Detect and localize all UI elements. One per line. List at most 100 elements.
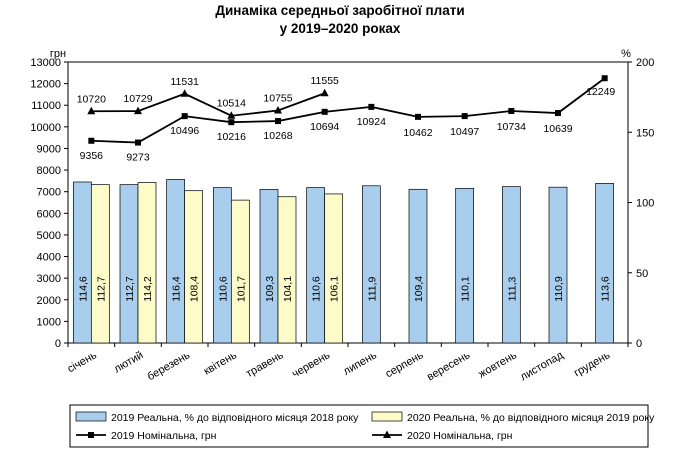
bar-2020 <box>230 199 250 344</box>
point-2020-label: 10514 <box>217 98 246 110</box>
right-axis-unit: % <box>621 48 631 60</box>
bar-2020-label: 112,7 <box>95 276 107 302</box>
category-label: квітень <box>202 349 239 377</box>
legend-label-2019-nominal: 2019 Номінальна, грн <box>111 430 217 442</box>
point-2020-label: 10755 <box>263 93 292 105</box>
bar-2020-label: 101,7 <box>235 276 247 302</box>
point-2019 <box>88 137 95 144</box>
left-tick-label: 7000 <box>37 187 61 199</box>
line-2019 <box>91 77 606 144</box>
bar-2019 <box>166 179 186 344</box>
legend-box <box>69 404 649 448</box>
point-2019-label: 10639 <box>543 123 572 135</box>
left-tick-label: 5000 <box>37 230 61 242</box>
point-2019 <box>601 75 608 82</box>
bar-2019 <box>212 187 232 344</box>
point-2019-label: 10462 <box>403 127 432 139</box>
bar-2020-label: 114,2 <box>142 276 154 302</box>
legend-label-2020-real: 2020 Реальна, % до відповідного місяця 2… <box>407 412 655 424</box>
point-2019 <box>181 113 188 120</box>
bar-2019-label: 109,3 <box>264 276 276 302</box>
x-axis: січень лютий березень квітень травень червень… <box>65 343 629 383</box>
category-label: травень <box>244 349 286 380</box>
point-2020 <box>227 111 236 119</box>
point-2020 <box>274 106 282 114</box>
category-label: серпень <box>383 349 425 380</box>
legend-swatch-2020-real <box>371 411 403 422</box>
lines: 9356 9273 10496 10216 10268 10694 10924 10462 10… <box>77 75 615 164</box>
bar-2019-label: 110,6 <box>311 276 323 302</box>
bar-2019-label: 110,9 <box>553 276 565 302</box>
left-tick-label: 6000 <box>37 208 61 220</box>
left-tick-label: 2000 <box>37 295 61 307</box>
chart-title-line-1: Динаміка середньої заробітної плати <box>215 3 464 18</box>
bar-2019 <box>72 181 92 344</box>
point-2019-label: 9273 <box>126 152 150 164</box>
point-2020-label: 11555 <box>310 75 339 87</box>
legend: 2019 Реальна, % до відповідного місяця 2… <box>69 404 655 448</box>
bar-2019-label: 112,7 <box>124 276 136 302</box>
bar-2019 <box>119 184 139 344</box>
right-tick-label: 150 <box>636 127 654 139</box>
category-label: червень <box>290 349 332 380</box>
right-tick-label: 0 <box>636 338 642 350</box>
bar-2020-label: 106,1 <box>329 276 341 302</box>
bar-2019-label: 109,4 <box>413 276 425 302</box>
chart-title-line-2: у 2019–2020 роках <box>280 21 401 36</box>
bar-2019-label: 111,9 <box>366 276 378 301</box>
right-axis: 0 50 100 150 200 <box>628 57 654 350</box>
line-2020 <box>91 92 325 117</box>
bar-2019-label: 114,6 <box>77 276 89 302</box>
left-tick-label: 3000 <box>37 273 61 285</box>
legend-marker-2020-nominal <box>383 430 391 438</box>
right-tick-label: 100 <box>636 198 654 210</box>
bar-2019 <box>306 187 326 344</box>
point-2019 <box>415 113 421 120</box>
legend-label-2019-real: 2019 Реальна, % до відповідного місяця 2… <box>111 412 359 424</box>
point-2019-label: 10734 <box>497 121 526 133</box>
category-label: лютий <box>112 349 146 375</box>
left-tick-label: 13000 <box>30 57 61 69</box>
left-tick-label: 0 <box>55 338 61 350</box>
point-2019 <box>228 119 235 126</box>
point-2020-label: 11531 <box>170 76 199 88</box>
bar-2019 <box>408 188 428 344</box>
left-tick-label: 12000 <box>30 79 61 91</box>
point-2020 <box>320 88 329 97</box>
point-2019-label: 10497 <box>450 126 479 138</box>
bar-2019-label: 111,3 <box>506 276 518 301</box>
legend-marker-2019-nominal <box>88 432 94 438</box>
category-label: жовтень <box>477 349 520 380</box>
left-axis-unit: грн <box>50 48 66 60</box>
point-2020 <box>180 89 189 97</box>
point-2019 <box>275 118 281 125</box>
bar-2020 <box>137 182 157 344</box>
bar-2019-label: 110,6 <box>217 276 229 302</box>
left-tick-label: 8000 <box>37 165 61 177</box>
legend-swatch-2019-real <box>75 411 107 422</box>
left-tick-label: 10000 <box>30 122 61 134</box>
bar-2020-label: 108,4 <box>189 276 201 302</box>
bar-2020-label: 104,1 <box>282 276 294 302</box>
bar-2020 <box>184 190 204 344</box>
left-tick-label: 4000 <box>37 252 61 264</box>
bar-2019 <box>548 186 568 344</box>
point-2019 <box>461 113 468 120</box>
bar-2019 <box>361 185 381 344</box>
bar-2019 <box>259 189 279 344</box>
point-2019-label: 10694 <box>310 121 339 133</box>
category-label: березень <box>145 349 192 383</box>
point-2019-label: 10924 <box>357 116 386 128</box>
category-label: вересень <box>425 349 472 383</box>
left-tick-label: 11000 <box>31 100 61 112</box>
bar-2019 <box>595 183 615 344</box>
bar-2019-label: 110,1 <box>460 276 472 302</box>
left-tick-label: 1000 <box>37 316 61 328</box>
point-2019 <box>135 139 141 146</box>
point-2019 <box>321 108 328 115</box>
category-label: січень <box>65 349 99 375</box>
bars: 114,6 112,7 112,7 114,2 116,4 108,4 110,6 101,7… <box>72 179 615 344</box>
bar-2019 <box>455 187 475 344</box>
category-label: листопад <box>518 349 566 383</box>
point-2019 <box>368 103 375 110</box>
